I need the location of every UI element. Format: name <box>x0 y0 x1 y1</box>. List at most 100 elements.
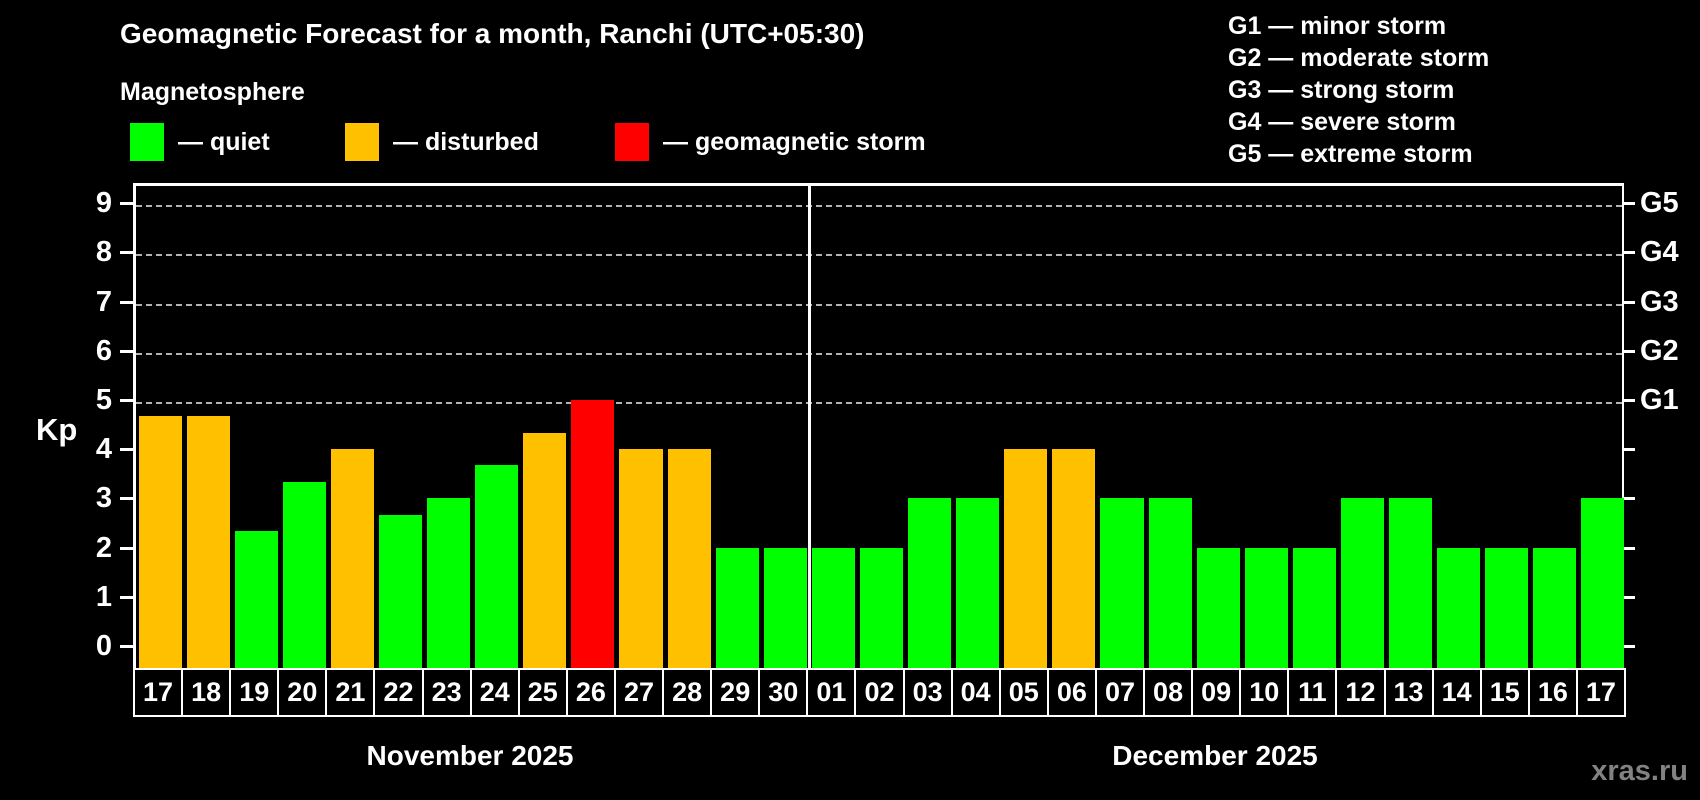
kp-bar <box>138 416 182 668</box>
legend-item-quiet: — quiet <box>130 123 270 161</box>
y-axis-tick <box>120 300 133 304</box>
right-axis-tick <box>1622 251 1635 255</box>
day-label: 29 <box>710 668 761 717</box>
g-level-label: G2 <box>1640 334 1679 367</box>
kp-bar <box>1340 498 1384 668</box>
day-label: 30 <box>758 668 809 717</box>
day-label: 22 <box>373 668 424 717</box>
g-legend-line-g1: G1 — minor storm <box>1228 12 1447 40</box>
gridline-kp5 <box>136 402 1622 404</box>
kp-bar <box>1004 449 1048 668</box>
g-legend-line-g5: G5 — extreme storm <box>1228 140 1473 168</box>
right-axis-tick <box>1622 202 1635 206</box>
kp-bar <box>1581 498 1625 668</box>
y-tick-label: 7 <box>95 285 112 318</box>
legend-label-quiet: — quiet <box>178 127 270 156</box>
day-label: 02 <box>854 668 905 717</box>
day-label: 06 <box>1046 668 1097 717</box>
day-label: 03 <box>902 668 953 717</box>
month-label-december: December 2025 <box>1112 740 1318 771</box>
y-axis-tick <box>120 349 133 353</box>
kp-bar <box>667 449 711 668</box>
right-axis-tick <box>1622 645 1635 648</box>
g-level-label: G5 <box>1640 187 1679 220</box>
y-tick-label: 1 <box>95 580 112 613</box>
page-title: Geomagnetic Forecast for a month, Ranchi… <box>120 18 865 49</box>
month-separator <box>807 186 811 668</box>
y-tick-label: 8 <box>95 236 112 269</box>
storm-color-swatch <box>615 123 649 161</box>
kp-bar <box>427 498 471 668</box>
day-label: 11 <box>1287 668 1338 717</box>
day-label: 17 <box>133 668 184 717</box>
disturbed-color-swatch <box>345 123 379 161</box>
y-axis-tick <box>120 595 133 599</box>
kp-bar <box>1485 547 1529 668</box>
legend-label-disturbed: — disturbed <box>393 127 539 156</box>
kp-bar <box>1437 547 1481 668</box>
y-tick-label: 2 <box>95 531 112 564</box>
kp-axis-label: Kp <box>36 412 78 447</box>
kp-bar <box>956 498 1000 668</box>
y-tick-label: 5 <box>95 384 112 416</box>
day-label: 19 <box>229 668 280 717</box>
y-axis-tick <box>120 251 133 255</box>
day-label: 08 <box>1143 668 1194 717</box>
day-label: 17 <box>1575 668 1626 717</box>
kp-bar <box>811 547 855 668</box>
day-label: 28 <box>662 668 713 717</box>
y-tick-label: 3 <box>95 482 112 515</box>
day-label: 27 <box>613 668 665 717</box>
right-axis-tick <box>1622 448 1635 452</box>
day-label: 25 <box>517 668 568 717</box>
y-tick-label: 0 <box>95 630 112 662</box>
kp-bar <box>282 482 326 668</box>
kp-bar <box>1389 498 1433 668</box>
day-label: 15 <box>1479 668 1530 717</box>
kp-bar <box>908 498 952 668</box>
gridline-kp7 <box>136 303 1622 306</box>
chart-subtitle: Magnetosphere <box>120 78 305 106</box>
kp-bar <box>330 449 374 668</box>
g-legend-line-g2: G2 — moderate storm <box>1228 44 1490 72</box>
day-label: 07 <box>1094 668 1146 717</box>
kp-bar <box>715 547 759 668</box>
day-label: 04 <box>950 668 1001 717</box>
day-label: 18 <box>181 668 232 717</box>
day-label: 14 <box>1431 668 1482 717</box>
kp-bar <box>859 547 904 668</box>
day-label: 21 <box>325 668 376 717</box>
watermark: xras.ru <box>1591 755 1688 787</box>
day-label: 12 <box>1335 668 1386 717</box>
day-label: 23 <box>421 668 472 717</box>
right-axis-tick <box>1622 497 1635 501</box>
kp-bar <box>1148 498 1192 668</box>
g-scale-legend: G1 — minor storm G2 — moderate storm G3 … <box>1228 10 1489 170</box>
kp-bar <box>523 432 567 668</box>
kp-bar <box>1533 547 1577 668</box>
right-axis-tick <box>1622 399 1635 402</box>
kp-bar <box>1196 547 1240 668</box>
y-axis-tick <box>120 497 133 501</box>
kp-bar <box>1292 547 1336 668</box>
g-legend-line-g4: G4 — severe storm <box>1228 108 1456 136</box>
kp-bar <box>186 416 230 668</box>
kp-bar <box>763 547 807 668</box>
y-tick-label: 9 <box>95 187 112 220</box>
plot-area <box>133 183 1625 668</box>
legend-item-disturbed: — disturbed <box>345 123 539 161</box>
day-label: 05 <box>998 668 1049 717</box>
day-label: 16 <box>1527 668 1578 717</box>
right-axis-tick <box>1622 300 1635 304</box>
day-label: 01 <box>806 668 857 717</box>
y-axis-tick <box>120 202 133 206</box>
g-level-label: G3 <box>1640 285 1679 318</box>
legend-label-storm: — geomagnetic storm <box>663 127 926 156</box>
kp-bar <box>378 514 423 668</box>
g-level-label: G1 <box>1640 384 1679 416</box>
day-label: 20 <box>277 668 328 717</box>
legend-item-storm: — geomagnetic storm <box>615 123 926 161</box>
kp-bar <box>1052 449 1096 668</box>
right-axis-tick <box>1622 595 1635 599</box>
